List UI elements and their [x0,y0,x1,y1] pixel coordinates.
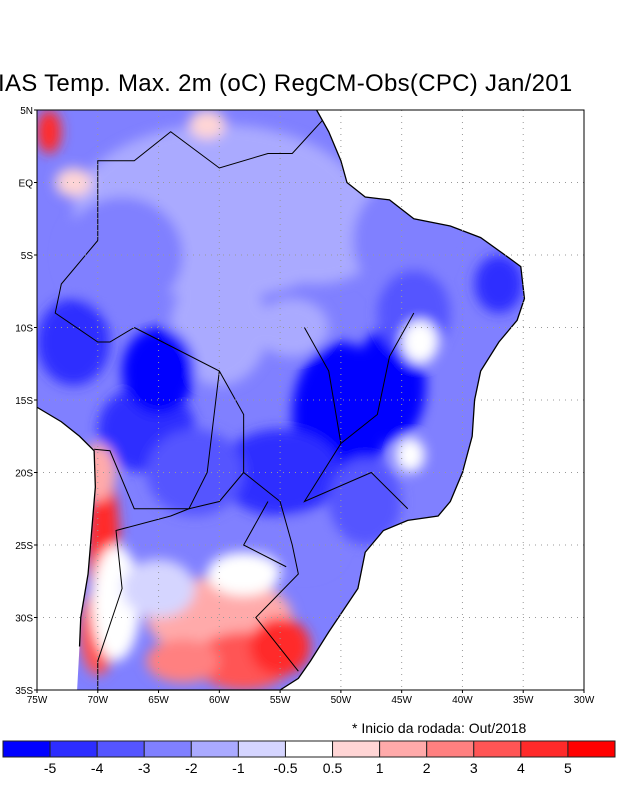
colorbar-swatch [96,740,145,758]
border-line [188,472,245,510]
lat-tick-label: 5S [21,251,34,262]
colorbar-swatch [143,740,192,758]
anomaly-region [122,327,196,415]
lat-tick-label: EQ [19,179,34,190]
anomaly-region [146,639,220,683]
lat-tick-label: 15S [15,396,33,407]
colorbar-label: 1 [376,760,384,776]
lon-tick-label: 75W [27,695,48,706]
colorbar-label: 0.5 [323,760,343,776]
anomaly-region [249,617,311,676]
colorbar-label: -2 [185,760,198,776]
lat-tick-label: 35S [15,686,33,697]
lon-tick-label: 50W [331,695,352,706]
anomaly-region [207,552,281,596]
border-line [97,508,190,690]
anomaly-region [122,559,196,618]
anomaly-region [37,110,62,154]
colorbar-swatch [567,740,616,758]
anomaly-region [37,298,110,386]
colorbar-label: 2 [423,760,431,776]
lat-tick-label: 30S [15,614,33,625]
colorbar-swatch [237,740,286,758]
colorbar-label: -0.5 [273,760,297,776]
colorbar-swatch [2,740,51,758]
anomaly-region [188,110,226,139]
figure-title: IAS Temp. Max. 2m (oC) RegCM-Obs(CPC) Ja… [0,70,573,97]
colorbar-label: 4 [517,760,525,776]
lat-tick-label: 20S [15,469,33,480]
lon-tick-label: 60W [209,695,230,706]
colorbar-swatch [49,740,98,758]
lat-tick-label: 5N [20,106,33,117]
lon-tick-label: 70W [87,695,108,706]
border-line [54,240,135,343]
border-line [134,327,299,672]
colorbar-swatch [520,740,569,758]
colorbar-swatch [190,740,239,758]
border-line [303,443,409,510]
colorbar-label: -3 [138,760,151,776]
axis-ticks: 75W 70W 65W 60W 55W 50W 45W 40W 35W 30W 5N EQ 5S 10S 1… [15,106,595,706]
run-start-note: * Inicio da rodada: Out/2018 [352,720,527,736]
colorbar-swatch [332,740,381,758]
lon-tick-label: 40W [452,695,473,706]
colorbar-label: 3 [470,760,478,776]
anomaly-region [401,320,439,364]
colorbar-swatch [473,740,522,758]
lon-tick-label: 65W [148,695,169,706]
colorbar: -5 -4 -3 -2 -1 -0.5 0.5 1 2 3 4 5 [2,740,616,776]
lat-tick-label: 25S [15,541,33,552]
colorbar-swatch [284,740,334,758]
border-line [97,119,324,241]
lat-tick-label: 10S [15,324,33,335]
border-line [303,312,415,445]
colorbar-label: -5 [44,760,57,776]
border-line [242,501,287,568]
colorbar-label: -1 [232,760,245,776]
colorbar-label: 5 [564,760,572,776]
country-borders [54,119,415,690]
coastline [36,109,526,691]
anomaly-region [219,429,341,516]
lon-tick-label: 55W [270,695,291,706]
anomaly-region [255,298,329,357]
anomaly-region [267,516,341,574]
colorbar-label: -4 [91,760,104,776]
grid-lines [37,110,584,690]
lon-tick-label: 30W [574,695,595,706]
border-line [94,370,220,510]
anomaly-region [170,269,268,386]
colorbar-swatch [379,740,428,758]
lon-tick-label: 45W [391,695,412,706]
anomaly-region [328,458,402,545]
anomaly-field [37,110,525,690]
anomaly-region [474,255,524,313]
anomaly-region [61,197,183,313]
lon-tick-label: 35W [513,695,534,706]
colorbar-swatch [426,740,475,758]
anomaly-region [395,437,425,473]
